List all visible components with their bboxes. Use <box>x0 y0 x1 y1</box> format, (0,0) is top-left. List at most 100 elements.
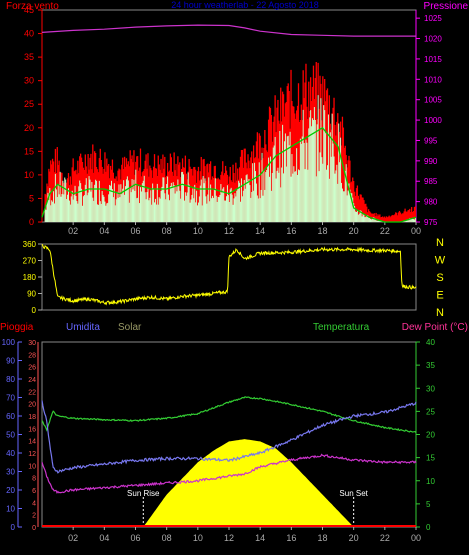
rain-axis-tick-label: 2 <box>32 513 36 520</box>
direction-compass-label: S <box>436 272 443 284</box>
wind-axis-tick-label: 30 <box>24 76 34 86</box>
direction-compass-label: E <box>436 290 443 302</box>
humidity-axis-tick-label: 30 <box>6 468 15 477</box>
temperature-label: Temperatura <box>313 322 370 333</box>
direction-compass-label: N <box>436 307 444 319</box>
humidity-axis-tick-label: 80 <box>6 375 15 384</box>
direction-axis-tick-label: 0 <box>32 306 37 315</box>
wind-average-line <box>41 126 417 223</box>
humidity-axis-tick-label: 70 <box>6 394 15 403</box>
temp-x-tick-label: 08 <box>162 533 172 543</box>
wind-x-tick-label: 20 <box>349 226 359 236</box>
temp-axis-tick-label: 25 <box>426 407 435 416</box>
pressure-axis-tick-label: 990 <box>424 157 438 166</box>
solar-label: Solar <box>118 322 142 333</box>
dewpoint-label: Dew Point (°C) <box>402 322 468 333</box>
direction-compass-label: W <box>435 255 446 267</box>
temp-axis-tick-label: 40 <box>426 338 435 347</box>
rain-axis-tick-label: 12 <box>28 451 36 458</box>
humidity-line <box>41 400 417 474</box>
pressure-axis-tick-label: 995 <box>424 136 438 145</box>
wind-axis-tick-label: 45 <box>24 5 34 15</box>
dewpoint-line <box>41 453 417 494</box>
pressure-axis-tick-label: 1015 <box>424 55 442 64</box>
humidity-axis-tick-label: 60 <box>6 412 15 421</box>
rain-axis-tick-label: 16 <box>28 426 36 433</box>
wind-x-tick-label: 18 <box>317 226 327 236</box>
sunrise-marker-label: Sun Rise <box>127 489 160 498</box>
pressure-axis-tick-label: 985 <box>424 177 438 186</box>
humidity-axis-tick-label: 20 <box>6 486 15 495</box>
temp-axis-tick-label: 15 <box>426 454 435 463</box>
rain-axis-tick-label: 6 <box>32 488 36 495</box>
wind-axis-tick-label: 35 <box>24 52 34 62</box>
rain-axis-tick-label: 22 <box>28 389 36 396</box>
wind-label: Forza vento <box>6 1 59 12</box>
wind-x-tick-label: 00 <box>411 226 421 236</box>
pressure-label: Pressione <box>424 1 469 12</box>
temp-axis-tick-label: 0 <box>426 523 431 532</box>
temp-x-tick-label: 14 <box>255 533 265 543</box>
wind-axis-tick-label: 40 <box>24 29 34 39</box>
humidity-axis-tick-label: 40 <box>6 449 15 458</box>
wind-axis-tick-label: 15 <box>24 146 34 156</box>
direction-axis-tick-label: 270 <box>23 257 37 266</box>
temp-x-tick-label: 20 <box>349 533 359 543</box>
temp-x-tick-label: 00 <box>411 533 421 543</box>
wind-axis-tick-label: 10 <box>24 170 34 180</box>
direction-axis-tick-label: 180 <box>23 273 37 282</box>
wind-direction-line <box>41 243 417 306</box>
direction-axis-tick-label: 360 <box>23 240 37 249</box>
rain-axis-tick-label: 24 <box>28 377 36 384</box>
humidity-axis-tick-label: 0 <box>11 523 16 532</box>
wind-x-tick-label: 16 <box>286 226 296 236</box>
rain-axis-tick-label: 26 <box>28 365 36 372</box>
sunset-marker-label: Sun Set <box>339 489 368 498</box>
temp-x-tick-label: 02 <box>68 533 78 543</box>
wind-x-tick-label: 22 <box>380 226 390 236</box>
wind-x-tick-label: 02 <box>68 226 78 236</box>
wind-x-tick-label: 12 <box>224 226 234 236</box>
temp-axis-tick-label: 10 <box>426 477 435 486</box>
temp-x-tick-label: 12 <box>224 533 234 543</box>
temp-x-tick-label: 16 <box>286 533 296 543</box>
humidity-axis-tick-label: 50 <box>6 431 15 440</box>
rain-axis-tick-label: 0 <box>32 525 36 532</box>
rain-axis-tick-label: 10 <box>28 463 36 470</box>
pressure-axis-tick-label: 980 <box>424 198 438 207</box>
wind-axis-tick-label: 5 <box>29 193 34 203</box>
temp-x-tick-label: 22 <box>380 533 390 543</box>
temp-axis-tick-label: 5 <box>426 500 431 509</box>
wind-axis-tick-label: 20 <box>24 123 34 133</box>
temp-axis-tick-label: 30 <box>426 384 435 393</box>
temp-x-tick-label: 10 <box>193 533 203 543</box>
temperature-line <box>41 396 417 434</box>
rain-axis-tick-label: 4 <box>32 500 36 507</box>
pressure-axis-tick-label: 1005 <box>424 96 442 105</box>
rain-axis-tick-label: 20 <box>28 402 36 409</box>
temp-x-tick-label: 06 <box>130 533 140 543</box>
pressure-axis-tick-label: 1010 <box>424 75 442 84</box>
pressure-axis-tick-label: 1025 <box>424 14 442 23</box>
rain-axis-tick-label: 14 <box>28 439 36 446</box>
wind-x-tick-label: 14 <box>255 226 265 236</box>
humidity-axis-tick-label: 100 <box>2 338 16 347</box>
panel-direction-frame <box>41 243 417 311</box>
direction-axis-tick-label: 90 <box>27 290 36 299</box>
rain-axis-tick-label: 8 <box>32 476 36 483</box>
wind-x-tick-label: 04 <box>99 226 109 236</box>
pressure-line <box>41 24 416 37</box>
wind-x-tick-label: 08 <box>162 226 172 236</box>
chart-title: 24 hour weatherlab - 22 Agosto 2018 <box>171 0 319 10</box>
pressure-axis-tick-label: 1020 <box>424 35 442 44</box>
temp-x-tick-label: 18 <box>317 533 327 543</box>
pressure-axis-tick-label: 975 <box>424 218 438 227</box>
rain-axis-tick-label: 28 <box>28 352 36 359</box>
pressure-axis-tick-label: 1000 <box>424 116 442 125</box>
wind-spikes <box>44 95 416 222</box>
rain-label: Pioggia <box>0 322 34 333</box>
humidity-label: Umidita <box>66 322 100 333</box>
rain-axis-tick-label: 30 <box>28 340 36 347</box>
